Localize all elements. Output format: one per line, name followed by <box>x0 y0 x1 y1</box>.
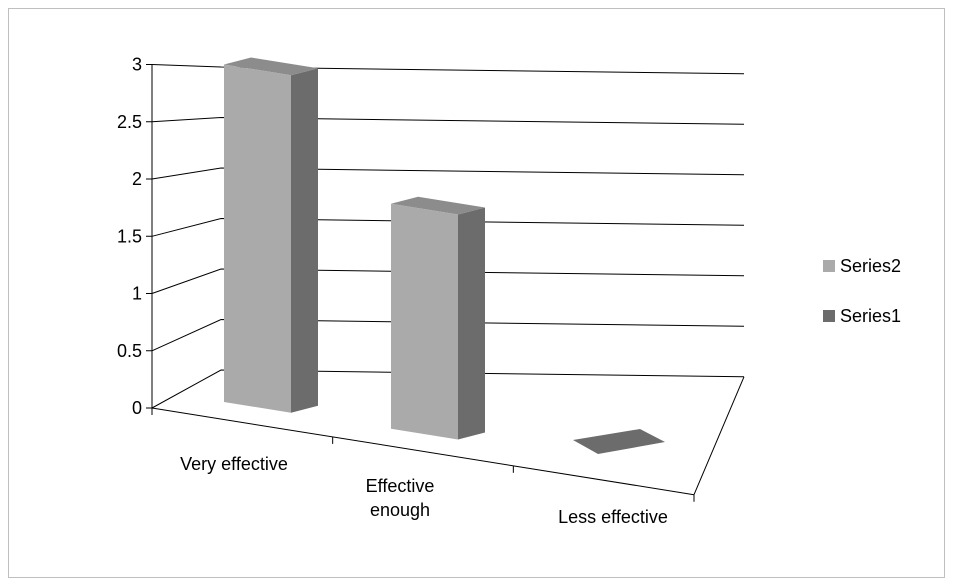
x-tick-label: enough <box>370 500 430 520</box>
y-tick-label: 1 <box>132 284 142 304</box>
y-tick-label: 3 <box>132 55 142 75</box>
gridline <box>151 116 745 125</box>
axes <box>146 64 745 502</box>
y-tick-label: 1.5 <box>117 226 142 246</box>
x-tick-labels: Very effective Effective enough Less effect… <box>180 454 668 527</box>
y-tick-labels: 0 0.5 1 1.5 2 2.5 3 <box>117 55 142 419</box>
y-tick-label: 0.5 <box>117 341 142 361</box>
gridline <box>151 217 745 237</box>
legend-label: Series1 <box>840 306 901 326</box>
legend: Series2 Series1 <box>823 256 901 326</box>
y-tick-label: 2.5 <box>117 112 142 132</box>
gridline <box>151 318 745 352</box>
bar-side <box>458 207 485 440</box>
bars <box>224 57 665 454</box>
gridlines <box>151 64 745 409</box>
gridline <box>151 369 745 409</box>
y-tick-label: 0 <box>132 398 142 418</box>
bar-chart: 0 0.5 1 1.5 2 2.5 3 Very effective Effective eno… <box>117 55 901 528</box>
chart-frame: 0 0.5 1 1.5 2 2.5 3 Very effective Effective eno… <box>8 8 945 578</box>
gridline <box>151 268 745 294</box>
legend-swatch <box>823 310 835 322</box>
x-tick-label: Effective <box>366 476 435 496</box>
x-tick-label: Less effective <box>558 507 668 527</box>
floor-right-edge <box>693 376 745 495</box>
gridline <box>151 167 745 180</box>
bar-side <box>291 68 318 413</box>
gridline <box>151 64 745 75</box>
x-tick-label: Very effective <box>180 454 288 474</box>
x-axis-line <box>151 407 695 496</box>
bar-front <box>224 64 291 413</box>
bar-top <box>391 196 485 215</box>
bar-front <box>391 203 458 440</box>
y-tick-label: 2 <box>132 169 142 189</box>
legend-label: Series2 <box>840 256 901 276</box>
bar-zero-marker <box>573 429 665 454</box>
legend-swatch <box>823 260 835 272</box>
bar-top <box>224 57 318 76</box>
